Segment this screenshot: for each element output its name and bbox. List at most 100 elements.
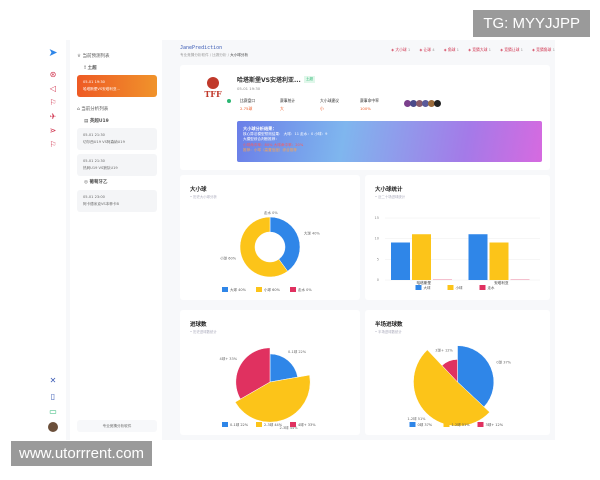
legend-label: 大球 40% — [230, 287, 247, 292]
legend-label: 0球 37% — [418, 422, 433, 427]
button-label: 专业竞猜分析软件 — [102, 424, 132, 428]
match-stat: 赛事统计大 — [280, 98, 295, 112]
share-icon[interactable]: ⋗ — [49, 126, 57, 135]
tab-icon: ◈ — [391, 47, 395, 52]
tab[interactable]: ◈ 让球 4 — [419, 47, 434, 53]
legend-label: 小球 60% — [264, 287, 281, 292]
stat-value: 小 — [320, 106, 324, 111]
subtitle-text: 半场进球数统计 — [378, 330, 402, 334]
chart-subtitle: • 历史进球数统计 — [190, 330, 217, 334]
analysis-result-box: 大小球分析结果： 核心算法模型预测结果： 大球：11 走水：0 小球：9 大模型… — [237, 121, 542, 162]
soccer-icon[interactable]: ⊛ — [49, 70, 57, 79]
tab-count: 1 — [407, 47, 411, 52]
watermark-bottom: www.utorrrent.com — [11, 441, 153, 466]
subtitle-text: 近二十场进球统计 — [378, 195, 406, 199]
avatar[interactable] — [404, 100, 411, 107]
tab[interactable]: ◈ 大小球 1 — [391, 47, 410, 53]
analysis-line: 核心算法模型预测结果： 大球：11 走水：0 小球：9 — [243, 131, 328, 136]
avatar[interactable] — [410, 100, 417, 107]
tab-label: 竞猜角球 — [536, 47, 552, 52]
breadcrumb-item[interactable]: 专业竞猜分析软件 — [180, 53, 209, 57]
legend-label: 4球+ 33% — [298, 422, 316, 427]
rocket-icon[interactable]: ✈ — [49, 112, 57, 121]
chart-panel-over-under: 大小球 • 历史大小球分析 大球 40% 小球 60% 走水 0% 大球 40% 小球 60… — [180, 175, 360, 300]
breadcrumb-item[interactable]: 比赛分析 — [212, 53, 227, 57]
pie-slice — [234, 374, 311, 423]
stat-value: 大 — [280, 106, 284, 111]
avatar[interactable] — [422, 100, 429, 107]
league-logo: TFF — [200, 77, 226, 111]
slice-label: 2-3球 44% — [279, 425, 298, 430]
match-header-panel: TFF 哈塔斯堡VS安塔利亚... 土超 05-01 19:30 比赛盘口 2.7… — [180, 65, 550, 170]
stat-value: 2.75球 — [240, 106, 253, 111]
breadcrumb-current: 大小球分析 — [230, 53, 249, 57]
main-content: JanePrediction 专业竞猜分析软件 / 比赛分析 / 大小球分析 ◈… — [175, 40, 555, 440]
tab-count: 1 — [520, 47, 524, 52]
legend-label: 走水 0% — [298, 287, 312, 292]
stat-label: 比赛盘口 — [240, 98, 256, 103]
tab[interactable]: ◈ 竞猜角球 1 — [532, 47, 555, 53]
app-window: ➤ ⊛ ◁ ⚐ ✈ ⋗ ⚐ ✕ ▯ ▭ ♕ 当前预测列表 ! 土超 05-01 … — [40, 40, 555, 440]
tab-count: 1 — [488, 47, 492, 52]
legend-swatch — [447, 285, 454, 290]
tab-count: 4 — [432, 47, 435, 52]
legend-swatch — [222, 287, 228, 292]
chart-panel-over-under-stats: 大小球统计 • 近二十场进球统计 0 5 10 15 哈塔斯堡 安塔利亚 大球 小球 走水 — [365, 175, 550, 300]
x-tick-label: 哈塔斯堡 — [417, 280, 432, 285]
avatar[interactable] — [428, 100, 435, 107]
tab-count: 1 — [456, 47, 460, 52]
subtitle-text: 历史进球数统计 — [193, 330, 217, 334]
tab-label: 角球 — [447, 47, 456, 52]
pie-slice — [413, 349, 490, 427]
group-label: 英超U19 — [89, 119, 109, 124]
tab[interactable]: ◈ 竞猜大球 1 — [468, 47, 491, 53]
card-time: 05-01 23:00 — [83, 195, 105, 199]
match-card[interactable]: 05-01 21:30 切尔西U19 VS阿森纳U19 — [77, 128, 157, 150]
slice-label: 小球 60% — [220, 255, 237, 260]
slice-label: 0-1球 22% — [288, 349, 307, 354]
tools-icon[interactable]: ✕ — [49, 376, 57, 385]
live-dot — [227, 99, 231, 103]
y-tick-label: 15 — [375, 216, 379, 220]
tab[interactable]: ◈ 竞猜让球 1 — [500, 47, 523, 53]
software-button[interactable]: 专业竞猜分析软件 — [77, 420, 157, 432]
flag-icon[interactable]: ⚐ — [49, 98, 57, 107]
stat-value: 100% — [360, 106, 371, 111]
icon-rail: ➤ ⊛ ◁ ⚐ ✈ ⋗ ⚐ ✕ ▯ ▭ — [40, 40, 66, 440]
chart-title: 进球数 — [190, 322, 207, 328]
league-group: ◎ 葡萄牙乙 — [84, 180, 108, 185]
avatar[interactable] — [434, 100, 441, 107]
slice-label: 3球+ 12% — [435, 348, 453, 353]
analysis-title: 大小球分析结果： — [243, 126, 277, 131]
flag-outline-icon[interactable]: ⚐ — [49, 140, 57, 149]
card-title: 阿卡德米克VS本菲卡B — [83, 202, 119, 206]
card-time: 05-01 19:30 — [83, 80, 105, 84]
legend-swatch — [415, 285, 422, 290]
tab[interactable]: ◈ 角球 1 — [444, 47, 459, 53]
avatar[interactable] — [48, 422, 58, 432]
active-match-card[interactable]: 05-01 19:30 哈塔斯堡VS安塔利亚... — [77, 75, 157, 97]
slice-label: 大球 40% — [304, 231, 321, 236]
chart-svg: 大球 40% 小球 60% 走水 0% 大球 40% 小球 60% 走水 0% — [220, 210, 321, 292]
avatar[interactable] — [416, 100, 423, 107]
tab-label: 大小球 — [395, 47, 407, 52]
legend-label: 1-2球 51% — [452, 422, 471, 427]
legend-swatch — [409, 422, 416, 427]
monitor-icon[interactable]: ▭ — [49, 407, 57, 416]
match-card[interactable]: 05-01 21:30 热刺U19 VS狼队U19 — [77, 154, 157, 176]
match-stat: 比赛盘口 2.75球 — [240, 98, 255, 112]
match-card[interactable]: 05-01 23:00 阿卡德米克VS本菲卡B — [77, 190, 157, 212]
bar — [412, 234, 431, 280]
send-icon[interactable]: ◁ — [49, 84, 57, 93]
league-badge: 土超 — [304, 76, 315, 83]
pie-slice — [269, 216, 301, 272]
analysis-line: 小球命中率：80% 大球命中率：20% — [243, 142, 304, 147]
bar — [391, 242, 410, 280]
card-title: 哈塔斯堡VS安塔利亚... — [83, 87, 120, 91]
legend-label: 3球+ 12% — [486, 422, 504, 427]
app-title: JanePrediction — [180, 45, 223, 51]
chart-subtitle: • 半场进球数统计 — [375, 330, 402, 334]
section-label: 当前分析列表 — [81, 107, 109, 112]
document-icon[interactable]: ▯ — [50, 392, 56, 401]
